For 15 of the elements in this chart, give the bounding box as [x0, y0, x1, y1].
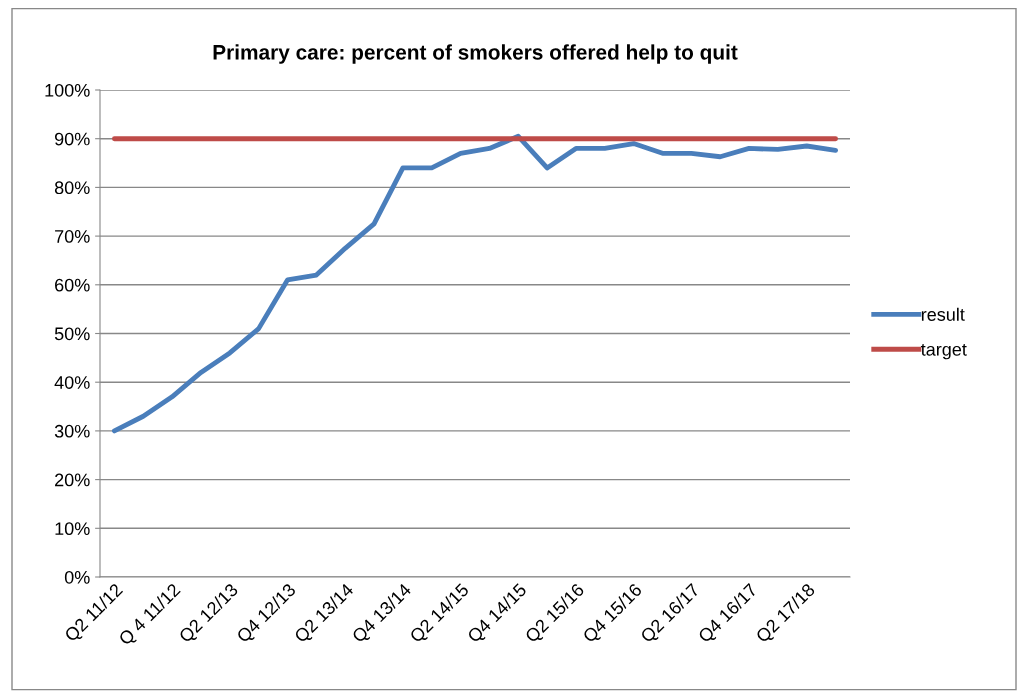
y-tick-label: 20% — [55, 473, 90, 487]
chart-title: Primary care: percent of smokers offered help to quit — [213, 44, 738, 64]
y-tick-label: 30% — [54, 424, 90, 438]
legend-label: result — [921, 307, 965, 321]
line-series — [111, 133, 839, 434]
y-tick-label: 100% — [45, 83, 90, 97]
y-tick-label: 70% — [55, 230, 90, 243]
y-tick-label: 0% — [64, 570, 90, 584]
y-tick-label: 40% — [54, 376, 90, 389]
y-tick-label: 50% — [54, 327, 90, 341]
y-tick-label: 10% — [55, 522, 90, 536]
legend-label: target — [920, 343, 967, 360]
y-tick-label: 90% — [54, 132, 90, 146]
y-tick-label: 80% — [54, 181, 90, 195]
y-tick-label: 60% — [55, 278, 90, 292]
